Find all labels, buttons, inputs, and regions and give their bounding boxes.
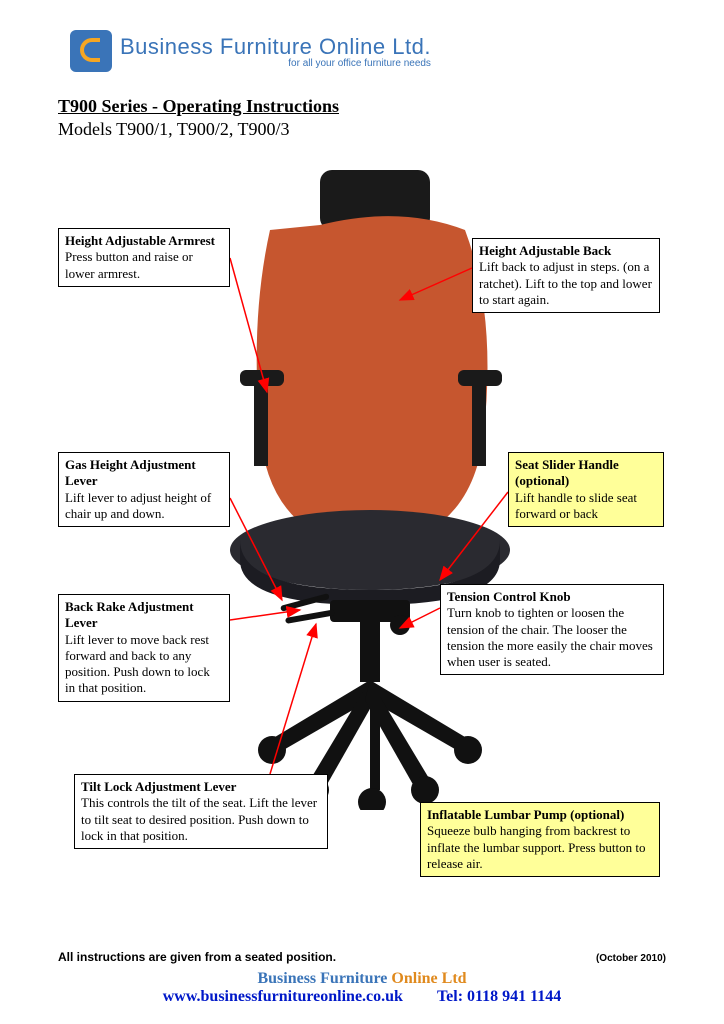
logo-line2: for all your office furniture needs — [120, 58, 431, 69]
callout-lumbar: Inflatable Lumbar Pump (optional) Squeez… — [420, 802, 660, 877]
logo-line1: Business Furniture Online Ltd. — [120, 34, 431, 60]
callout-slider-title: Seat Slider Handle (optional) — [515, 457, 619, 488]
footer-company-orange: Online Ltd — [391, 970, 466, 987]
footer-website: www.businessfurnitureonline.co.uk — [163, 988, 403, 1005]
footer-date: (October 2010) — [596, 953, 666, 964]
callout-gas-body: Lift lever to adjust height of chair up … — [65, 490, 211, 521]
callout-tension: Tension Control Knob Turn knob to tighte… — [440, 584, 664, 675]
callout-tilt-title: Tilt Lock Adjustment Lever — [81, 779, 236, 794]
page-title: T900 Series - Operating Instructions — [58, 96, 339, 117]
callout-gas: Gas Height Adjustment Lever Lift lever t… — [58, 452, 230, 527]
callout-tilt: Tilt Lock Adjustment Lever This controls… — [74, 774, 328, 849]
footer-company-blue: Business Furniture — [257, 970, 391, 987]
callout-armrest: Height Adjustable Armrest Press button a… — [58, 228, 230, 287]
callout-rake-title: Back Rake Adjustment Lever — [65, 599, 194, 630]
footer-center: Business Furniture Online Ltd www.busine… — [0, 970, 724, 1006]
callout-tension-body: Turn knob to tighten or loosen the tensi… — [447, 605, 653, 669]
callout-rake-body: Lift lever to move back rest forward and… — [65, 632, 210, 696]
title-block: T900 Series - Operating Instructions Mod… — [58, 96, 339, 140]
logo-text: Business Furniture Online Ltd. for all y… — [120, 34, 431, 69]
callout-tension-title: Tension Control Knob — [447, 589, 571, 604]
callout-back-body: Lift back to adjust in steps. (on a ratc… — [479, 259, 652, 307]
callout-armrest-body: Press button and raise or lower armrest. — [65, 249, 193, 280]
logo-icon — [70, 30, 112, 72]
callout-gas-title: Gas Height Adjustment Lever — [65, 457, 196, 488]
callout-tilt-body: This controls the tilt of the seat. Lift… — [81, 795, 317, 843]
callout-armrest-title: Height Adjustable Armrest — [65, 233, 215, 248]
callout-lumbar-body: Squeeze bulb hanging from backrest to in… — [427, 823, 645, 871]
footer-company: Business Furniture Online Ltd — [0, 970, 724, 988]
footer-note: All instructions are given from a seated… — [58, 950, 336, 964]
document-page: Business Furniture Online Ltd. for all y… — [0, 0, 724, 1024]
callout-lumbar-title: Inflatable Lumbar Pump (optional) — [427, 807, 624, 822]
footer-contact: www.businessfurnitureonline.co.uk Tel: 0… — [0, 988, 724, 1006]
footer-tel: Tel: 0118 941 1144 — [437, 988, 561, 1005]
callout-back-title: Height Adjustable Back — [479, 243, 611, 258]
callout-slider: Seat Slider Handle (optional) Lift handl… — [508, 452, 664, 527]
callout-back: Height Adjustable Back Lift back to adju… — [472, 238, 660, 313]
page-subtitle: Models T900/1, T900/2, T900/3 — [58, 119, 339, 140]
company-logo: Business Furniture Online Ltd. for all y… — [70, 30, 431, 72]
callout-rake: Back Rake Adjustment Lever Lift lever to… — [58, 594, 230, 702]
callout-slider-body: Lift handle to slide seat forward or bac… — [515, 490, 637, 521]
